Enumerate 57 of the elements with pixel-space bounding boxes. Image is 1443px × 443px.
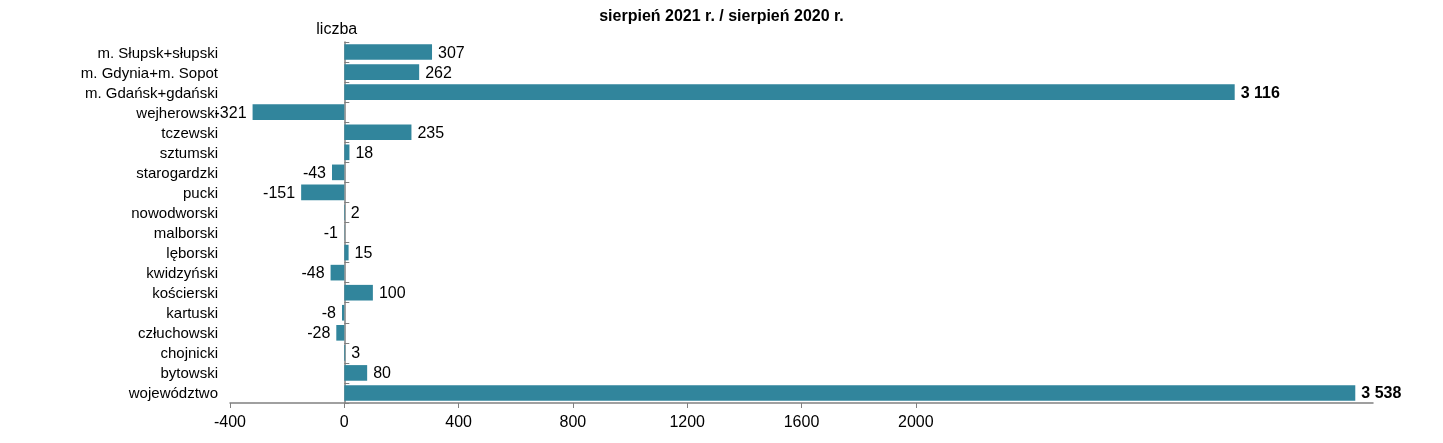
y-tick-label: nowodworski [131, 203, 218, 221]
bar [332, 164, 345, 181]
x-tick-label: 2000 [898, 412, 934, 430]
y-tick-label: kartuski [166, 304, 218, 322]
data-label: -48 [301, 264, 325, 282]
y-tick-label: sztumski [159, 143, 218, 161]
y-tick-label: m. Słupsk+słupski [97, 43, 218, 61]
data-label: 3 116 [1240, 83, 1280, 101]
bar [330, 264, 345, 281]
data-label: 100 [378, 284, 406, 302]
data-label: -8 [321, 304, 337, 322]
data-label: -43 [302, 163, 327, 181]
y-tick-label: bytowski [160, 364, 218, 382]
bar [344, 124, 412, 141]
y-tick-label: malborski [153, 224, 218, 242]
data-label: 18 [355, 143, 374, 161]
bar [344, 385, 1356, 401]
y-tick-label: województwo [127, 384, 218, 402]
bar [336, 324, 345, 341]
data-label: 15 [354, 244, 373, 262]
y-tick-label: starogardzki [136, 163, 218, 181]
data-label: -151 [263, 183, 296, 201]
bar [344, 244, 349, 261]
bar [301, 184, 345, 201]
x-tick-label: 1200 [669, 412, 706, 430]
data-label: 3 538 [1361, 384, 1402, 402]
y-tick-label: m. Gdańsk+gdański [85, 83, 218, 101]
x-axis-title: liczba [316, 19, 358, 37]
x-tick-label: 0 [339, 412, 349, 430]
bar [344, 284, 373, 301]
data-label: 2 [350, 203, 360, 221]
y-tick-label: człuchowski [137, 324, 218, 342]
data-label: 80 [373, 364, 392, 382]
x-tick-label: -400 [213, 412, 247, 430]
bar [344, 64, 420, 80]
data-label: 307 [438, 43, 465, 61]
bar [344, 44, 433, 60]
data-label: 3 [351, 344, 361, 362]
y-tick-label: kwidzyński [146, 264, 218, 282]
x-tick-label: 400 [445, 412, 473, 430]
bar [252, 104, 345, 121]
bar [344, 144, 350, 161]
data-label: -1 [323, 224, 339, 242]
y-tick-label: chojnicki [160, 344, 218, 362]
data-label: -28 [307, 324, 331, 342]
y-tick-label: kościerski [152, 284, 218, 302]
bar [344, 84, 1235, 100]
y-tick-label: pucki [182, 183, 218, 201]
chart-title: sierpień 2021 r. / sierpień 2020 r. [599, 6, 844, 24]
x-tick-label: 1600 [783, 412, 820, 430]
y-tick-label: m. Gdynia+m. Sopot [80, 63, 219, 81]
data-label: 262 [425, 63, 452, 81]
y-tick-label: lęborski [166, 244, 218, 262]
x-tick-label: 800 [559, 412, 587, 430]
data-label: 235 [417, 123, 445, 141]
bar [344, 365, 368, 381]
y-tick-label: tczewski [161, 123, 218, 141]
